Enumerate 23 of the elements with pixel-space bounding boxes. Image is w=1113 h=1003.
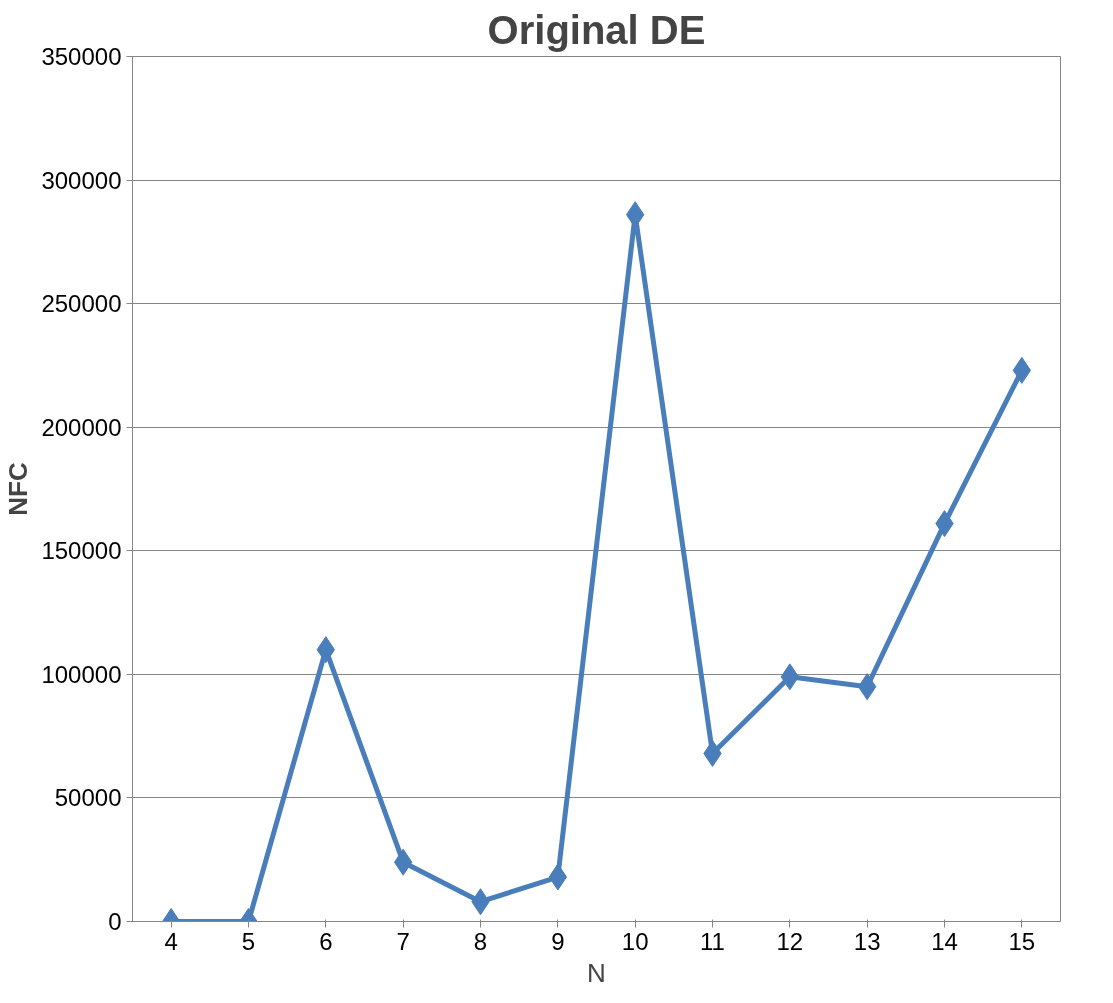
- x-tick-label: 10: [621, 927, 649, 955]
- x-tick-label: 9: [551, 927, 565, 955]
- x-tick-label: 13: [853, 927, 881, 955]
- x-tick-label: 12: [776, 927, 804, 955]
- y-tick-label: 350000: [41, 43, 122, 70]
- y-tick-label: 300000: [41, 166, 122, 194]
- x-tick-label: 15: [1008, 927, 1036, 955]
- x-tick-label: 8: [473, 927, 488, 955]
- y-tick-label: 200000: [41, 413, 122, 441]
- x-tick-label: 11: [700, 927, 725, 955]
- chart-title: Original DE: [487, 7, 706, 52]
- y-tick-label: 250000: [41, 290, 122, 318]
- x-axis-title: N: [587, 957, 606, 988]
- y-tick-label: 150000: [41, 537, 122, 565]
- x-tick-label: 4: [164, 927, 178, 955]
- y-tick-label: 100000: [41, 660, 122, 688]
- x-tick-label: 14: [931, 927, 958, 955]
- y-tick-label: 0: [108, 908, 122, 935]
- x-tick-label: 6: [319, 927, 333, 955]
- x-tick-label: 5: [241, 927, 256, 955]
- y-axis-title: NFC: [3, 462, 34, 516]
- y-tick-label: 50000: [54, 784, 122, 812]
- x-tick-label: 7: [396, 927, 410, 955]
